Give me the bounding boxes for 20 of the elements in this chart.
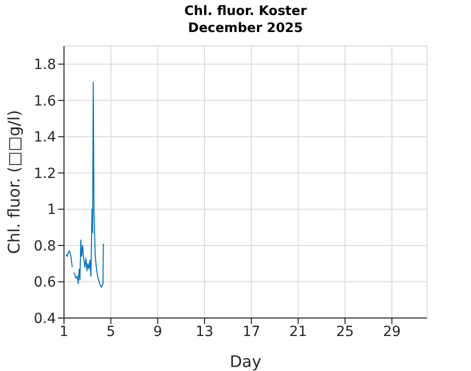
x-tick-label: 9 [153,324,162,340]
chart-subtitle: December 2025 [187,20,304,37]
x-tick-label: 29 [382,324,401,340]
y-tick-label: 0.4 [34,310,56,327]
x-tick-label: 21 [289,324,308,340]
x-axis-title: Day [230,352,262,371]
y-tick-label: 1.2 [34,166,56,182]
y-tick-label: 0.8 [34,238,56,254]
y-axis-title: Chl. fluor. (□□g/l) [4,110,24,254]
x-tick-label: 13 [196,324,214,340]
x-tick-label: 5 [106,324,116,340]
x-tick-label: 1 [60,324,68,340]
x-tick-label: 17 [242,324,260,340]
x-tick-label: 25 [336,324,354,340]
y-tick-label: 0.6 [34,274,56,291]
y-tick-label: 1.6 [34,93,56,110]
y-tick-label: 1.8 [34,57,56,74]
y-tick-label: 1.4 [34,130,56,146]
chart-title: Chl. fluor. Koster [183,3,308,20]
y-tick-label: 1 [47,202,56,218]
